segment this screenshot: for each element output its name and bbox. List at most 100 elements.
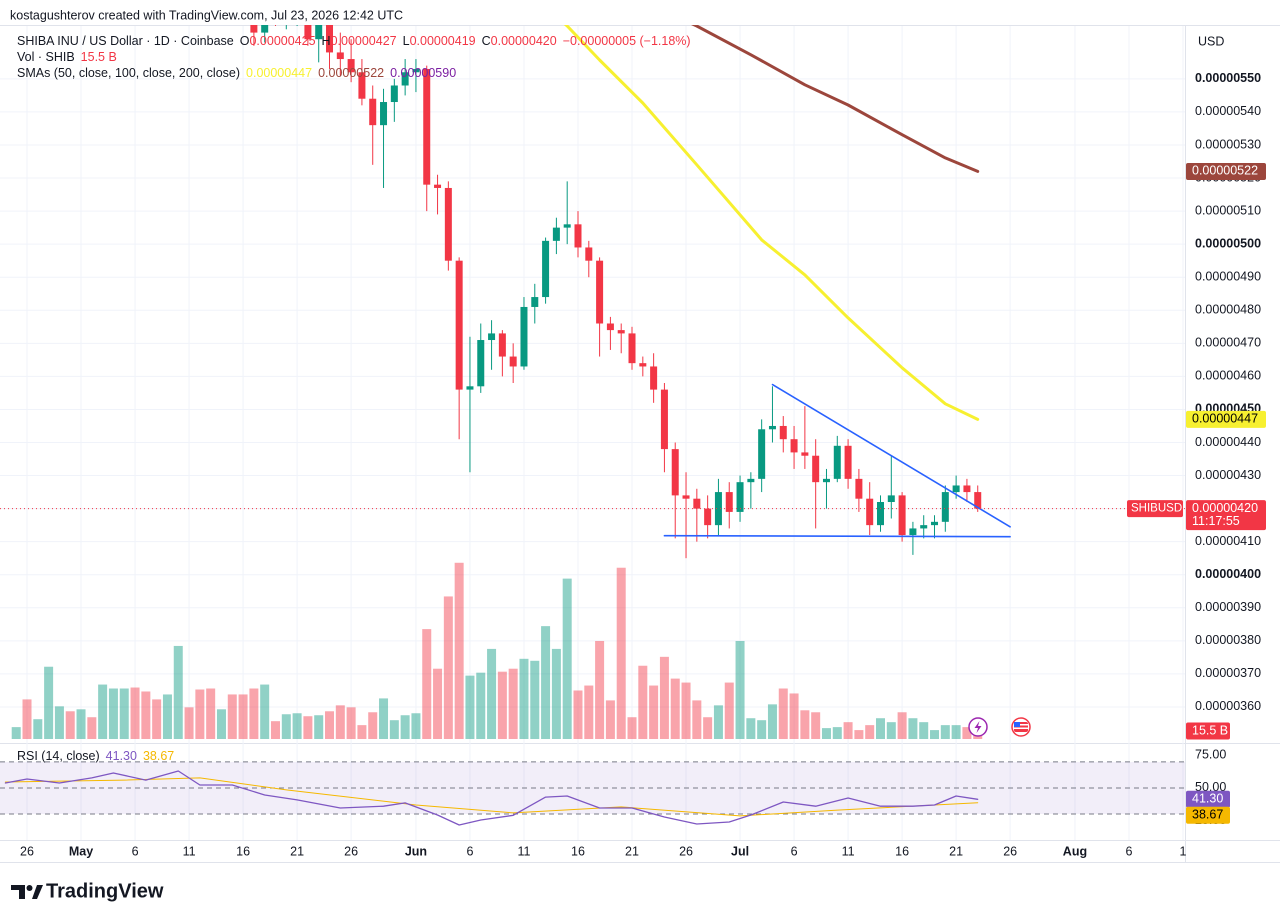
candle-body bbox=[369, 98, 377, 126]
candle-body bbox=[931, 521, 939, 526]
rsi-line bbox=[4, 770, 979, 826]
icon-bolt[interactable] bbox=[974, 721, 982, 733]
volume-bar bbox=[951, 725, 961, 739]
volume-bar bbox=[44, 666, 54, 739]
y-tick-label: 0.00000440 bbox=[1195, 435, 1261, 449]
x-tick-label: 6 bbox=[791, 844, 798, 858]
volume-bar bbox=[897, 712, 907, 739]
candle-body bbox=[401, 72, 409, 86]
volume-bar bbox=[649, 685, 659, 739]
volume-bar bbox=[573, 690, 583, 739]
volume-bar bbox=[746, 718, 756, 739]
y-tick-label: 0.00000460 bbox=[1195, 369, 1261, 383]
x-tick-label: 21 bbox=[625, 844, 639, 858]
sma-value: 0.00000447 bbox=[246, 66, 312, 80]
volume-bar bbox=[908, 718, 918, 739]
y-tick-label: 0.00000430 bbox=[1195, 468, 1261, 482]
ohlc-key: C bbox=[482, 34, 491, 48]
candle-body bbox=[390, 85, 398, 103]
x-tick-label: 16 bbox=[895, 844, 909, 858]
brand-logo: TradingView bbox=[11, 880, 164, 902]
candle-body bbox=[768, 425, 776, 430]
y-tick-label: 0.00000360 bbox=[1195, 699, 1261, 713]
volume-bar bbox=[22, 699, 32, 739]
sma-badge-bg bbox=[1186, 410, 1266, 428]
volume-bar bbox=[292, 713, 302, 739]
y-tick-label: 0.00000490 bbox=[1195, 270, 1261, 284]
candle-body bbox=[466, 386, 474, 390]
volume-bar bbox=[87, 717, 97, 739]
volume-bar bbox=[443, 596, 453, 739]
candle-body bbox=[952, 485, 960, 493]
volume-bar bbox=[130, 687, 140, 739]
x-tick-label: 1 bbox=[1180, 844, 1187, 858]
volume-bar bbox=[724, 682, 734, 739]
candle-body bbox=[531, 297, 539, 307]
candle-body bbox=[596, 260, 604, 324]
rsi-badge-bg bbox=[1186, 806, 1230, 824]
volume-bar bbox=[541, 626, 551, 739]
candle-body bbox=[801, 452, 809, 456]
candle-body bbox=[974, 492, 982, 509]
volume-bar bbox=[216, 709, 226, 739]
x-tick-label: Aug bbox=[1063, 844, 1087, 858]
volume-bar bbox=[389, 720, 399, 739]
candle-body bbox=[876, 501, 884, 526]
candle-body bbox=[833, 445, 841, 479]
candle-body bbox=[336, 52, 344, 60]
y-tick-label: 0.00000510 bbox=[1195, 203, 1261, 217]
candle-body bbox=[725, 492, 733, 512]
sma-badge-bg bbox=[1186, 162, 1266, 180]
price-badge: 0.00000420 bbox=[1192, 501, 1258, 515]
rsi-band bbox=[0, 761, 1185, 814]
candle-body bbox=[822, 478, 830, 483]
volume-bar bbox=[875, 718, 885, 739]
volume-bar bbox=[497, 671, 507, 739]
volume-bar bbox=[962, 727, 972, 739]
volume-bar bbox=[76, 709, 86, 739]
volume-bar bbox=[919, 722, 929, 739]
y-tick-label: 0.00000470 bbox=[1195, 336, 1261, 350]
rsi-pane bbox=[0, 761, 1185, 826]
candle-body bbox=[326, 25, 334, 53]
rsi-line bbox=[4, 777, 979, 817]
y-tick-label: 0.00000550 bbox=[1195, 71, 1261, 85]
volume-bar bbox=[411, 713, 421, 739]
y-tick-label: 0.00000480 bbox=[1195, 303, 1261, 317]
volume-bar bbox=[173, 645, 183, 739]
x-tick-label: 6 bbox=[1126, 844, 1133, 858]
ohlc-value: 0.00000419 bbox=[410, 34, 476, 48]
lightning-icon[interactable] bbox=[968, 717, 988, 737]
sma-line bbox=[691, 25, 980, 173]
volume-bar bbox=[605, 700, 615, 739]
candle-body bbox=[650, 366, 658, 390]
x-tick-label: 26 bbox=[20, 844, 34, 858]
y-tick-label: 0.00000380 bbox=[1195, 633, 1261, 647]
volume-bar bbox=[11, 727, 21, 739]
candle-body bbox=[261, 25, 269, 33]
candle-body bbox=[963, 485, 971, 493]
candle-body bbox=[855, 478, 863, 499]
economic-events-icon[interactable] bbox=[1011, 717, 1031, 737]
candle-body bbox=[671, 449, 679, 496]
volume-badge: 15.5 B bbox=[1192, 723, 1228, 737]
candle-body bbox=[488, 333, 496, 341]
candle-body bbox=[250, 25, 258, 33]
volume-bar bbox=[454, 562, 464, 739]
sma-title: SMAs (50, close, 100, close, 200, close) bbox=[17, 66, 240, 80]
x-tick-label: 11 bbox=[183, 844, 196, 858]
candle-body bbox=[412, 68, 420, 73]
volume-bar bbox=[195, 689, 205, 739]
ohlc-key: H bbox=[322, 34, 331, 48]
x-tick-label: 26 bbox=[344, 844, 358, 858]
x-tick-label: 26 bbox=[1003, 844, 1017, 858]
x-tick-label: Jun bbox=[405, 844, 427, 858]
volume-bar bbox=[681, 682, 691, 739]
candle-body bbox=[758, 429, 766, 479]
logo-mark bbox=[26, 885, 33, 891]
change: −0.00000005 (−1.18%) bbox=[563, 34, 691, 48]
y-tick-label: 0.00000410 bbox=[1195, 534, 1261, 548]
volume-bar bbox=[757, 720, 767, 739]
x-tick-label: Jul bbox=[731, 844, 749, 858]
y-tick-label: 0.00000500 bbox=[1195, 236, 1261, 250]
